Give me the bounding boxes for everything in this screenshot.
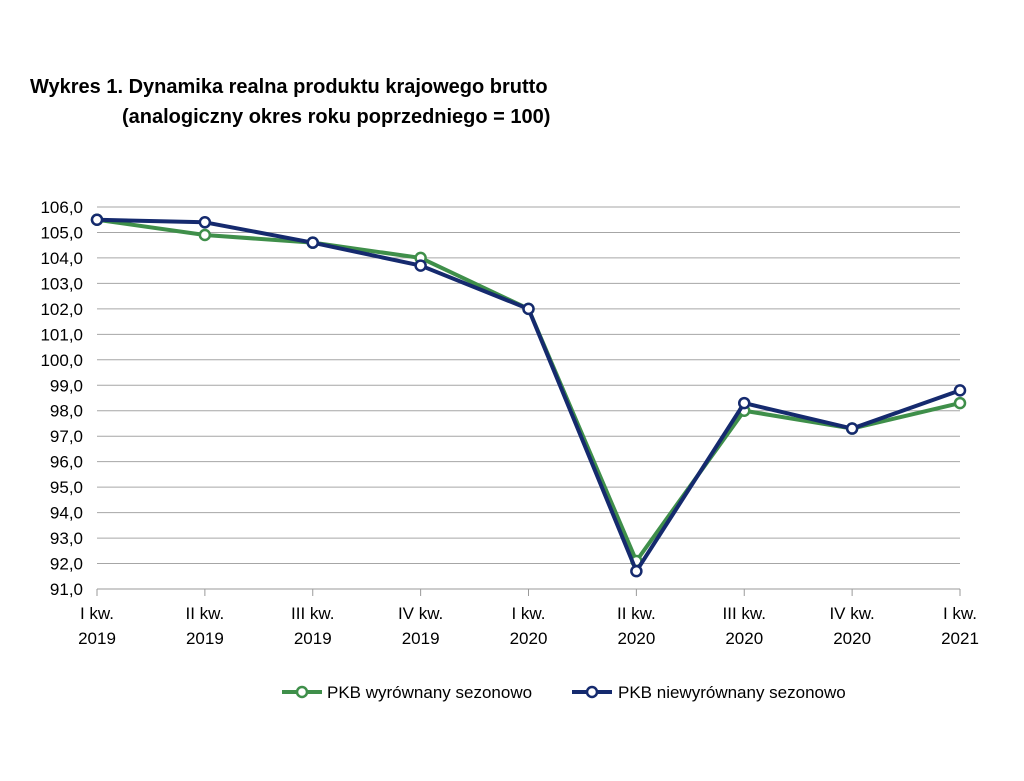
x-tick-label-line: III kw. <box>291 604 334 623</box>
y-tick-label: 105,0 <box>40 223 83 242</box>
x-tick-label: I kw. 2019 <box>78 604 116 648</box>
data-point <box>953 396 967 410</box>
y-tick-label: 97,0 <box>50 427 83 446</box>
data-point <box>414 259 427 272</box>
x-tick-label-line: IV kw. <box>398 604 443 623</box>
series-line-2 <box>95 217 962 574</box>
y-tick-label: 92,0 <box>50 555 83 574</box>
y-tick-label: 93,0 <box>50 529 83 548</box>
x-tick-label-line: I kw. <box>80 604 114 623</box>
x-tick-label: IV kw. 2019 <box>398 604 443 648</box>
legend-swatch-marker <box>585 685 599 699</box>
chart-subtitle: (analogiczny okres roku poprzedniego = 1… <box>122 106 551 128</box>
x-tick-label-line: 2020 <box>510 629 548 648</box>
grid-lines <box>97 206 960 590</box>
y-tick-label: 96,0 <box>50 453 83 472</box>
series-group <box>90 213 967 578</box>
legend: PKB wyrównany sezonowo PKB niewyrównany s… <box>282 683 846 702</box>
x-tick-label: III kw. 2020 <box>723 604 766 648</box>
data-point <box>738 396 751 410</box>
x-tick-label-line: IV kw. <box>829 604 874 623</box>
x-tick-label-line: 2019 <box>294 629 332 648</box>
x-tick-label-line: 2019 <box>402 629 440 648</box>
y-tick-label: 106,0 <box>40 198 83 217</box>
legend-label: PKB niewyrównany sezonowo <box>618 683 846 702</box>
y-tick-label: 99,0 <box>50 376 83 395</box>
series-line-1 <box>95 217 962 563</box>
x-tick-label-line: 2020 <box>617 629 655 648</box>
x-tick-label-line: I kw. <box>943 604 977 623</box>
y-tick-label: 94,0 <box>50 504 83 523</box>
y-axis-labels: 106,0 105,0 104,0 103,0 102,0 101,0 100,0 99,0 9… <box>40 198 83 599</box>
legend-swatch-marker <box>295 685 309 699</box>
legend-label: PKB wyrównany sezonowo <box>327 683 532 702</box>
data-point <box>630 564 643 578</box>
x-tick-label-line: 2020 <box>725 629 763 648</box>
y-tick-label: 101,0 <box>40 325 83 344</box>
x-tick-label-line: II kw. <box>186 604 225 623</box>
chart-title-block: Wykres 1. Dynamika realna produktu krajo… <box>30 72 550 132</box>
x-tick-label-line: III kw. <box>723 604 766 623</box>
x-tick-label-line: 2019 <box>78 629 116 648</box>
x-tick-label: III kw. 2019 <box>291 604 334 648</box>
y-tick-label: 91,0 <box>50 580 83 599</box>
x-tick-label-line: 2021 <box>941 629 979 648</box>
x-axis <box>96 589 961 596</box>
x-tick-label-line: I kw. <box>511 604 545 623</box>
x-tick-label-line: 2019 <box>186 629 224 648</box>
chart-title: Wykres 1. Dynamika realna produktu krajo… <box>30 76 548 98</box>
x-tick-label-line: 2020 <box>833 629 871 648</box>
y-tick-label: 104,0 <box>40 249 83 268</box>
y-tick-label: 103,0 <box>40 274 83 293</box>
y-tick-label: 98,0 <box>50 402 83 421</box>
y-tick-label: 100,0 <box>40 351 83 370</box>
x-tick-label-line: II kw. <box>617 604 656 623</box>
x-tick-label: II kw. 2019 <box>186 604 225 648</box>
y-tick-label: 102,0 <box>40 300 83 319</box>
data-point <box>953 384 967 397</box>
data-point <box>522 302 535 316</box>
y-tick-label: 95,0 <box>50 478 83 497</box>
x-tick-label: I kw. 2020 <box>510 604 548 648</box>
data-point <box>198 228 212 242</box>
x-tick-label: IV kw. 2020 <box>829 604 874 648</box>
data-point <box>845 422 859 435</box>
data-point <box>198 216 212 229</box>
x-tick-label: I kw. 2021 <box>941 604 979 648</box>
data-point <box>306 236 319 249</box>
x-axis-labels: I kw. 2019 II kw. 2019 III kw. 2019 IV kw. 2019… <box>78 604 979 648</box>
data-point <box>90 213 104 226</box>
x-tick-label: II kw. 2020 <box>617 604 656 648</box>
